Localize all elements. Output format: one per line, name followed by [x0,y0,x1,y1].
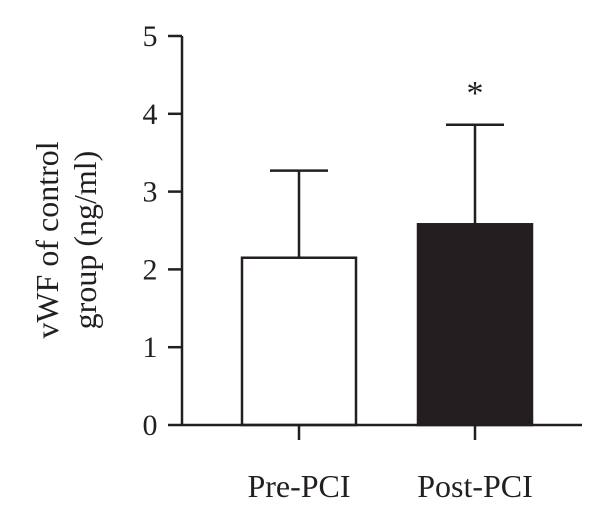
error-bar-pre-pci [270,169,328,258]
x-tick-label-post-pci: Post-PCI [417,468,533,504]
annotations-group: * [467,75,484,112]
significance-asterisk: * [467,75,484,112]
y-ticks-group: 0 1 2 3 4 5 [143,20,182,442]
y-tick-label-0: 0 [143,409,158,442]
y-tick-label-5: 5 [143,20,158,53]
bars-group [240,223,534,427]
x-ticks-group: Pre-PCI Post-PCI [247,425,533,504]
y-tick-label-1: 1 [143,331,158,364]
y-axis-label: vWF of control group (ng/ml) [29,141,103,338]
y-axis-label-line-1: vWF of control [29,141,65,338]
bar-post-pci [416,223,534,427]
y-tick-label-2: 2 [143,253,158,286]
x-tick-label-pre-pci: Pre-PCI [247,468,350,504]
y-tick-label-4: 4 [143,98,158,131]
error-bar-post-pci [446,123,504,225]
y-tick-label-3: 3 [143,176,158,209]
y-axis-label-line-2: group (ng/ml) [67,151,103,330]
bar-pre-pci [240,256,358,427]
axes-group [180,36,582,427]
error-bars-group [270,123,504,258]
